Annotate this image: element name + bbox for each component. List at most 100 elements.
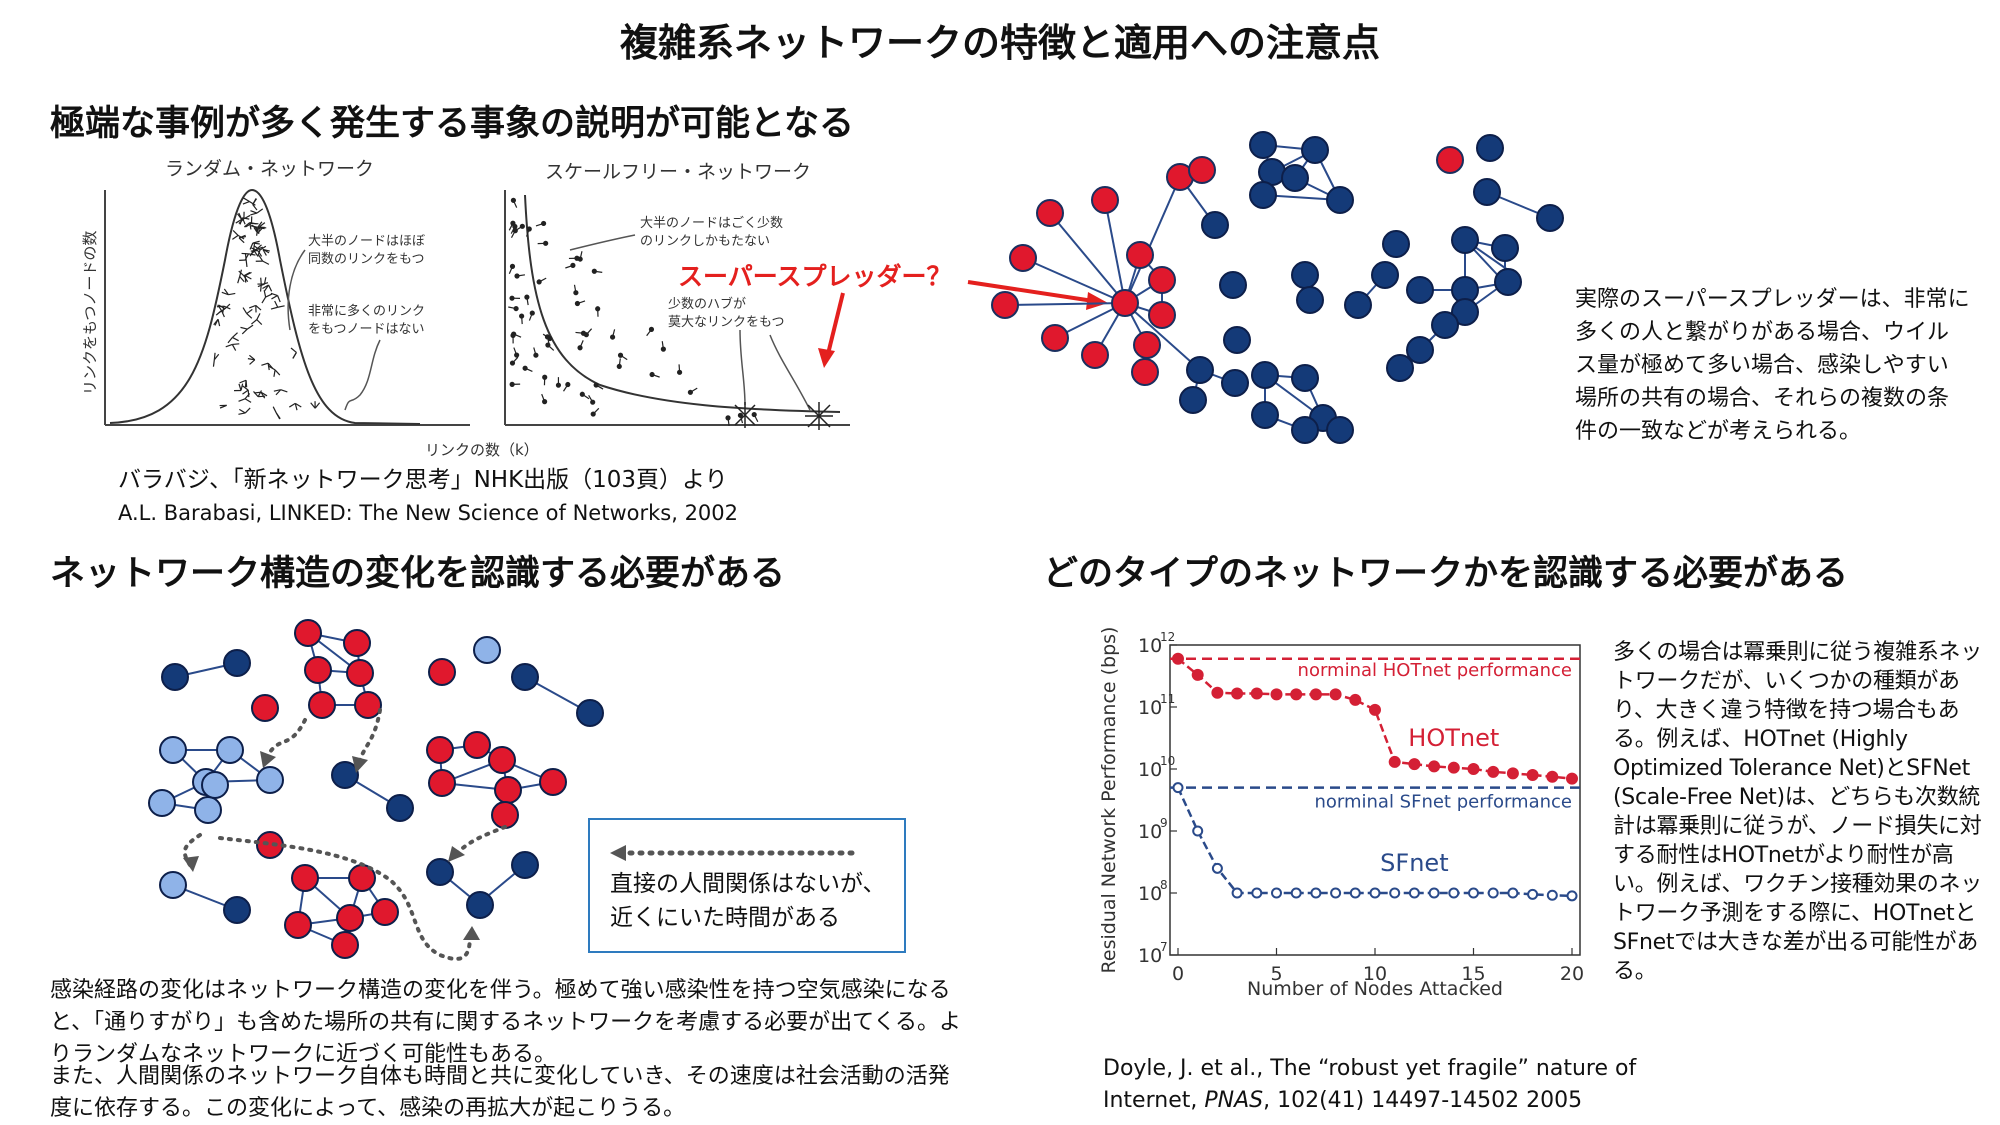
random-node-glyph: [262, 284, 273, 292]
series-point: [1231, 887, 1243, 899]
series-point: [1270, 688, 1283, 701]
y-tick-label: 10: [1138, 945, 1162, 967]
random-node-glyph: [242, 307, 253, 319]
scalefree-node-glyph: [509, 295, 521, 301]
series-point: [1192, 825, 1204, 837]
series-label-hotnet: HOTnet: [1408, 724, 1499, 752]
scalefree-node-glyph: [555, 377, 562, 388]
scalefree-node-glyph: [676, 364, 683, 375]
series-point: [1309, 688, 1322, 701]
random-node-glyph: [242, 385, 250, 398]
random-node-glyph: [251, 313, 263, 325]
random-node-glyph: [272, 406, 281, 420]
series-point: [1546, 770, 1559, 783]
series-point: [1251, 887, 1263, 899]
random-annotation-3: 非常に多くのリンク: [308, 303, 425, 319]
chart-ylabel: Residual Network Performance (bps): [1098, 627, 1120, 974]
scalefree-node-glyph: [522, 365, 533, 373]
section3-heading: どのタイプのネットワークかを認識する必要がある: [1043, 554, 1849, 594]
random-node-glyph: [221, 288, 236, 296]
series-point: [1448, 887, 1460, 899]
scalefree-annotation-2: のリンクしかもたない: [640, 234, 770, 249]
series-point: [1310, 887, 1322, 899]
scalefree-node-glyph: [536, 277, 547, 285]
x-tick-label: 10: [1363, 963, 1387, 985]
citation-text-1: Doyle, J. et al., The “robust yet fragil…: [1103, 1056, 1637, 1081]
random-node-glyph: [289, 402, 302, 411]
scalefree-node-glyph: [533, 347, 539, 358]
random-node-glyph: [253, 391, 268, 399]
section2-heading: ネットワーク構造の変化を認識する必要がある: [50, 554, 786, 594]
source-caption-en: A.L. Barabasi, LINKED: The New Science o…: [118, 501, 739, 525]
page-title: 複雑系ネットワークの特徴と適用への注意点: [619, 21, 1380, 65]
scalefree-node-glyph: [583, 328, 593, 338]
scalefree-node-glyph: [508, 263, 516, 274]
random-node-glyph: [225, 343, 240, 351]
y-tick-exponent: 8: [1160, 878, 1168, 892]
source-caption-jp: バラバジ、「新ネットワーク思考」NHK出版（103頁）より: [118, 467, 728, 493]
x-tick-label: 15: [1461, 963, 1485, 985]
random-node-glyph: [240, 324, 254, 335]
random-node-glyph: [242, 197, 256, 206]
random-annotation-1: 大半のノードはほぼ: [308, 234, 425, 249]
scalefree-node-glyph: [562, 381, 571, 392]
random-node-glyph: [238, 393, 252, 403]
series-point: [1388, 755, 1401, 768]
x-tick-label: 0: [1172, 963, 1184, 985]
scalefree-node-glyph: [514, 273, 526, 279]
random-node-glyph: [234, 383, 244, 392]
random-node-glyph: [249, 304, 262, 313]
series-point: [1487, 765, 1500, 778]
scalefree-node-glyph: [510, 197, 518, 208]
random-node-glyph: [239, 379, 248, 388]
series-point: [1172, 652, 1184, 665]
random-node-glyph: [250, 244, 264, 255]
scalefree-node-glyph: [617, 352, 628, 361]
series-point: [1191, 668, 1204, 681]
random-node-glyph: [310, 401, 321, 409]
random-node-glyph: [215, 304, 225, 318]
random-node-glyph: [247, 354, 256, 365]
series-point: [1172, 782, 1184, 794]
section2-body-2: また、人間関係のネットワーク自体も時間と共に変化していき、その速度は社会活動の活…: [50, 1064, 950, 1121]
series-point: [1329, 688, 1342, 701]
scalefree-node-glyph: [510, 332, 516, 344]
scalefree-node-glyph: [542, 333, 553, 342]
scalefree-node-glyph: [593, 382, 604, 390]
random-node-glyph: [261, 290, 273, 304]
y-tick-label: 10: [1138, 821, 1162, 843]
scalefree-node-glyph: [590, 407, 600, 417]
random-node-glyph: [268, 365, 281, 377]
series-point: [1546, 889, 1558, 901]
legend-line-1: 直接の人間関係はないが、: [610, 871, 886, 897]
series-label-sfnet: SFnet: [1380, 849, 1448, 877]
scalefree-node-glyph: [588, 394, 596, 405]
random-node-glyph: [252, 198, 258, 211]
superspreader-label: スーパースプレッダー？: [678, 262, 952, 291]
random-node-glyph: [219, 404, 227, 409]
series-point: [1506, 767, 1519, 780]
scalefree-node-glyph: [528, 310, 535, 321]
scalefree-node-glyph: [545, 342, 555, 351]
random-node-glyph: [238, 407, 251, 415]
scalefree-node-glyph: [510, 223, 518, 234]
series-point: [1369, 887, 1381, 899]
series-point: [1526, 769, 1539, 782]
reference-line-label: norminal HOTnet performance: [1298, 660, 1572, 681]
citation-line-1: Doyle, J. et al., The “robust yet fragil…: [1103, 1053, 1636, 1085]
scalefree-node-glyph: [519, 313, 525, 325]
random-node-glyph: [235, 212, 243, 224]
x-axis-label: リンクの数（k）: [425, 441, 539, 459]
scalefree-annotation-1: 大半のノードはごく少数: [640, 215, 783, 231]
random-node-glyph: [232, 230, 245, 240]
section2-body-1: 感染経路の変化はネットワーク構造の変化を伴う。極めて強い感染性を持つ空気感染にな…: [50, 978, 962, 1067]
series-point: [1330, 887, 1342, 899]
scalefree-node-glyph: [595, 306, 601, 317]
series-point: [1527, 888, 1539, 900]
scalefree-node-glyph: [646, 326, 655, 337]
scalefree-node-glyph: [577, 340, 584, 351]
series-point: [1507, 887, 1519, 899]
citation-line-2: Internet, PNAS, 102(41) 14497-14502 2005: [1103, 1085, 1582, 1117]
